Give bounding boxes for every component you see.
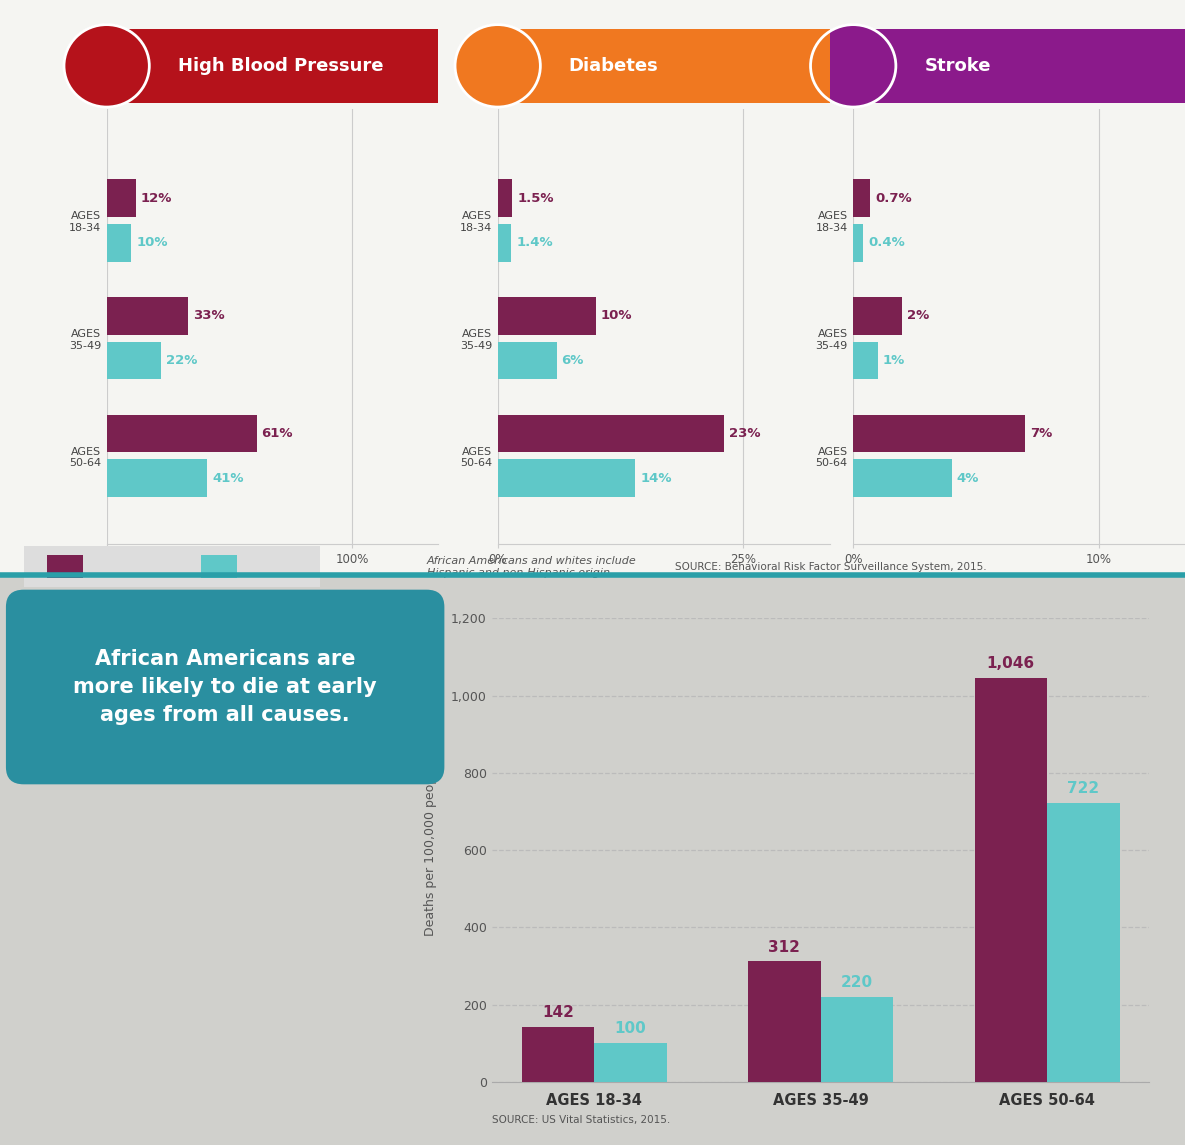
Y-axis label: Deaths per 100,000 people: Deaths per 100,000 people	[424, 765, 437, 935]
Text: Diabetes: Diabetes	[569, 57, 659, 74]
Bar	[498, 180, 512, 216]
Bar	[107, 297, 187, 334]
Text: 1.5%: 1.5%	[518, 191, 553, 205]
Bar	[853, 459, 952, 497]
Bar	[107, 341, 161, 379]
Text: 41%: 41%	[212, 472, 244, 484]
Text: 23%: 23%	[729, 427, 761, 440]
Text: African Americans and whites include
Hispanic and non-Hispanic origin.: African Americans and whites include His…	[427, 556, 636, 577]
Bar	[498, 297, 596, 334]
Bar	[853, 224, 863, 262]
Text: 7%: 7%	[1030, 427, 1052, 440]
Bar	[107, 180, 136, 216]
Text: 10%: 10%	[136, 236, 167, 250]
Bar	[498, 459, 635, 497]
Text: 0.7%: 0.7%	[876, 191, 912, 205]
Text: 722: 722	[1068, 781, 1100, 796]
Text: 33%: 33%	[193, 309, 224, 322]
Text: 1.4%: 1.4%	[517, 236, 553, 250]
Text: 22%: 22%	[166, 354, 197, 366]
Text: 14%: 14%	[640, 472, 672, 484]
Text: White: White	[243, 560, 287, 574]
Text: African American: African American	[89, 560, 218, 574]
Bar	[853, 297, 902, 334]
Bar	[1048, 803, 1120, 1082]
Text: 1%: 1%	[883, 354, 905, 366]
Text: 312: 312	[768, 940, 800, 955]
Bar	[498, 341, 557, 379]
Text: SOURCE: Behavioral Risk Factor Surveillance System, 2015.: SOURCE: Behavioral Risk Factor Surveilla…	[675, 562, 987, 571]
Text: 10%: 10%	[601, 309, 633, 322]
Bar	[820, 997, 893, 1082]
Bar	[853, 180, 871, 216]
Text: 61%: 61%	[262, 427, 293, 440]
Bar	[498, 224, 512, 262]
Text: 12%: 12%	[141, 191, 173, 205]
Text: 1,046: 1,046	[987, 656, 1035, 671]
Text: 4%: 4%	[956, 472, 979, 484]
Text: 0.4%: 0.4%	[867, 236, 904, 250]
Text: 6%: 6%	[562, 354, 584, 366]
Text: African Americans are
more likely to die at early
ages from all causes.: African Americans are more likely to die…	[73, 649, 377, 725]
Text: 142: 142	[542, 1005, 574, 1020]
Bar	[521, 1027, 594, 1082]
Text: SOURCE: US Vital Statistics, 2015.: SOURCE: US Vital Statistics, 2015.	[492, 1115, 670, 1124]
Bar	[748, 962, 820, 1082]
Bar	[853, 341, 878, 379]
Bar	[853, 414, 1025, 452]
Bar	[498, 414, 724, 452]
Text: 100: 100	[615, 1021, 646, 1036]
Bar	[107, 414, 257, 452]
Bar	[974, 678, 1048, 1082]
Text: High Blood Pressure: High Blood Pressure	[178, 57, 383, 74]
Text: 220: 220	[841, 976, 873, 990]
Text: 2%: 2%	[908, 309, 929, 322]
Text: Stroke: Stroke	[924, 57, 991, 74]
Bar	[594, 1043, 667, 1082]
Bar	[107, 459, 207, 497]
Bar	[107, 224, 132, 262]
